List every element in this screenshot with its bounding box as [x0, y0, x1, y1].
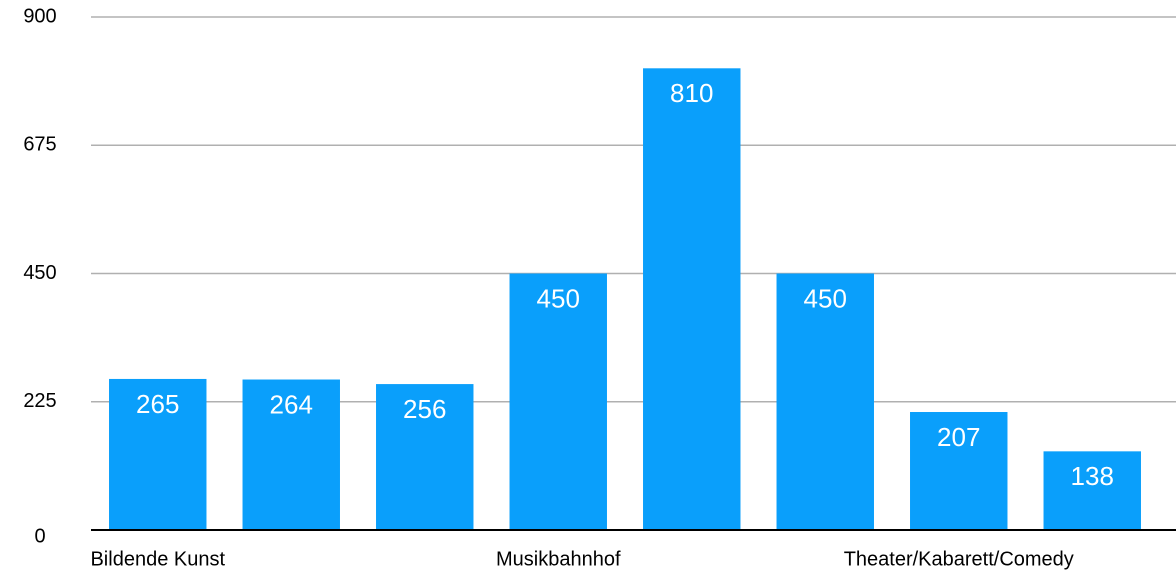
value-label: 256: [403, 394, 446, 424]
bar: [1043, 451, 1141, 530]
x-tick-label: Bildende Kunst: [90, 548, 225, 570]
y-tick-label: 225: [23, 390, 56, 412]
y-tick-label: 0: [34, 525, 45, 547]
bar: [376, 384, 474, 530]
value-label: 265: [136, 389, 179, 419]
value-label: 207: [937, 422, 980, 452]
value-label: 810: [670, 78, 713, 108]
bar: [109, 378, 207, 530]
y-tick-label: 900: [23, 5, 56, 27]
bar: [776, 273, 874, 530]
x-tick-label: Musikbahnhof: [496, 548, 621, 570]
value-label: 450: [804, 283, 847, 313]
bar: [509, 273, 607, 530]
value-label: 264: [270, 389, 313, 419]
y-tick-label: 450: [23, 262, 56, 284]
bar: [242, 379, 340, 530]
value-label: 138: [1071, 461, 1114, 491]
y-tick-label: 675: [23, 134, 56, 156]
bar: [910, 412, 1008, 530]
bar: [643, 68, 741, 531]
x-tick-label: Theater/Kabarett/Comedy: [844, 548, 1074, 570]
value-label: 450: [537, 283, 580, 313]
